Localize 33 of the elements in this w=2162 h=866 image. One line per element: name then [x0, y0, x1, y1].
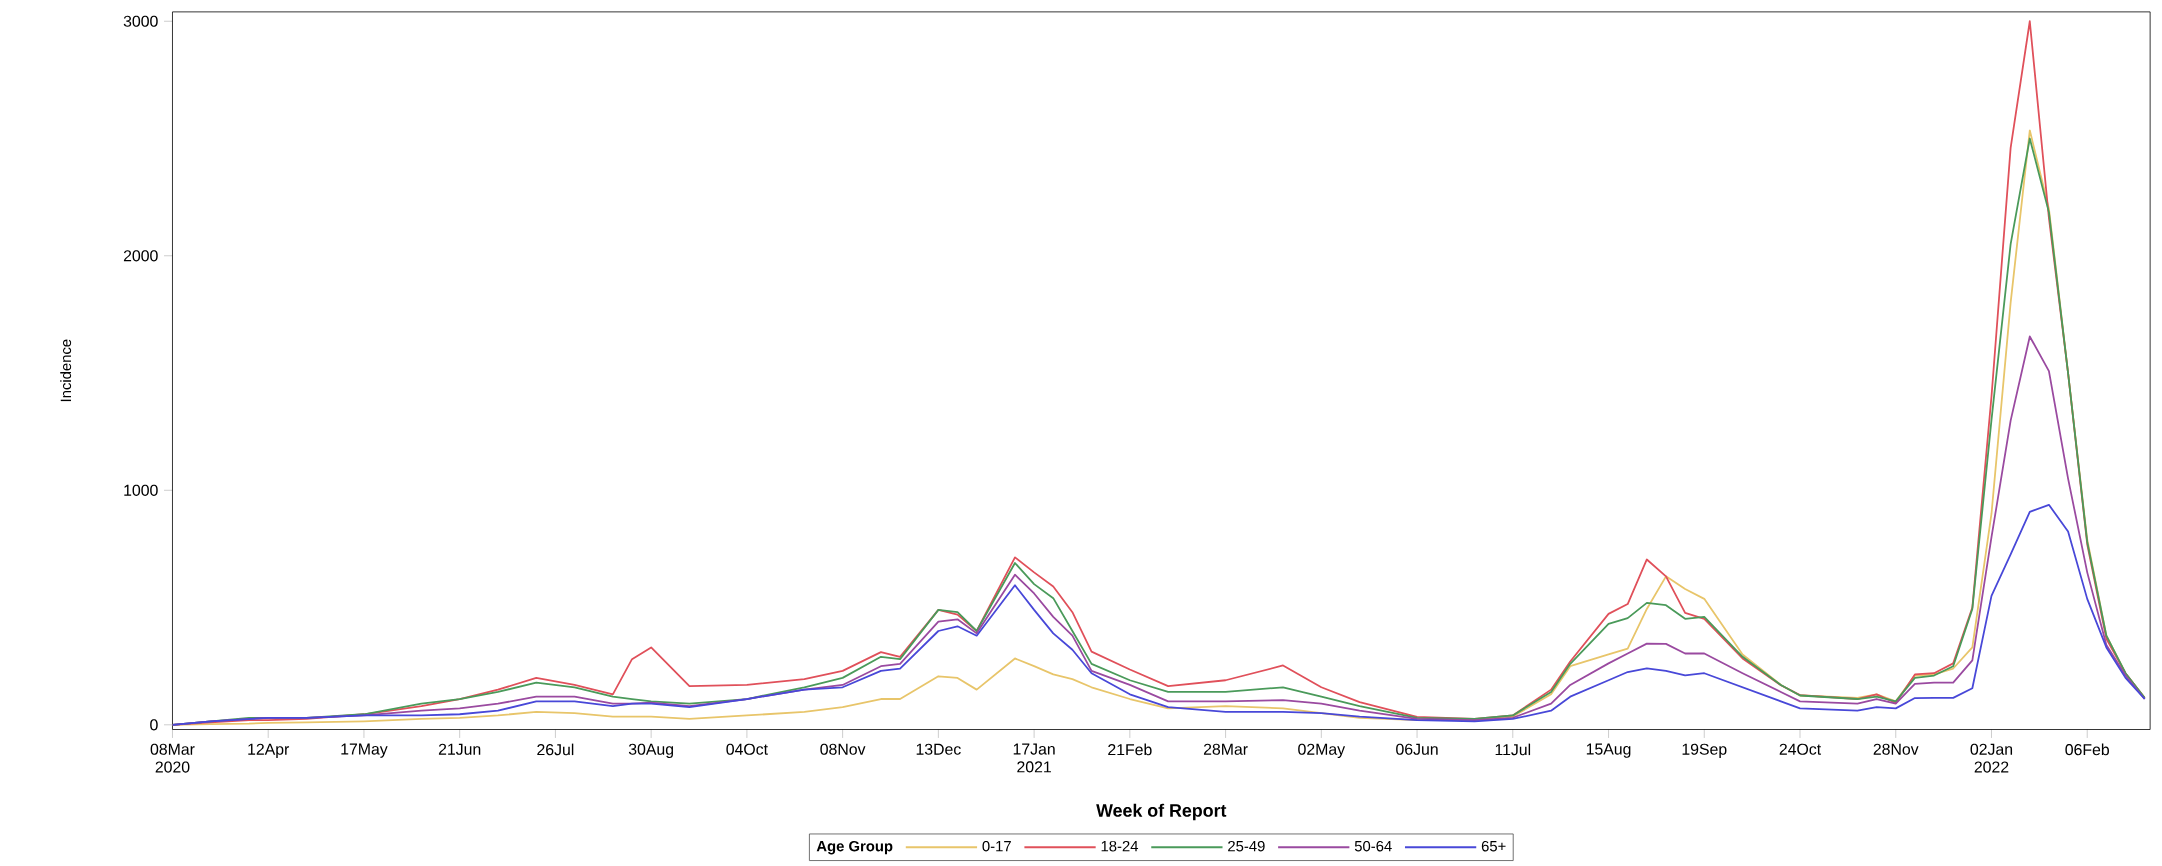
x-tick-label: 28Mar — [1203, 743, 1248, 755]
x-tick-label: 12Apr — [248, 743, 290, 758]
legend-title: Age Group — [816, 840, 893, 855]
y-tick-label: 3000 — [123, 15, 158, 27]
x-tick-label: 17May — [341, 743, 388, 758]
x-tick-label: 06Jun — [1396, 743, 1438, 755]
legend-label: 25-49 — [1228, 840, 1265, 852]
x-tick-label: 04Oct — [726, 743, 768, 755]
x-tick-label: 08Nov — [820, 743, 866, 755]
x-tick-label: 02Jan 2022 — [1970, 743, 2013, 773]
x-tick-label: 11Jul — [1495, 743, 1531, 756]
x-tick-label: 06Feb — [2065, 743, 2109, 756]
legend-label: 0-17 — [982, 840, 1011, 852]
legend-label: 65+ — [1481, 840, 1506, 852]
x-tick-label: 02May — [1298, 743, 1346, 758]
x-tick-label: 08Mar 2020 — [150, 743, 195, 773]
x-tick-label: 13Dec — [916, 743, 961, 755]
x-tick-label: 24Oct — [1779, 743, 1822, 755]
legend-label: 50-64 — [1354, 840, 1392, 852]
x-tick-label: 30Aug — [628, 743, 674, 758]
x-tick-label: 26Jul — [537, 743, 574, 756]
x-tick-label: 17Jan 2021 — [1013, 743, 1055, 773]
y-axis-title: Incidence — [60, 339, 72, 402]
y-tick-label: 2000 — [123, 250, 158, 262]
x-tick-label: 15Aug — [1586, 743, 1631, 758]
x-axis-title: Week of Report — [1096, 803, 1227, 821]
x-tick-label: 28Nov — [1873, 743, 1919, 755]
legend-label: 18-24 — [1101, 840, 1139, 852]
x-tick-label: 19Sep — [1682, 743, 1727, 758]
y-tick-label: 1000 — [124, 484, 158, 496]
y-tick-label: 0 — [150, 719, 158, 731]
x-tick-label: 21Jun — [438, 743, 481, 755]
x-tick-label: 21Feb — [1108, 743, 1152, 756]
